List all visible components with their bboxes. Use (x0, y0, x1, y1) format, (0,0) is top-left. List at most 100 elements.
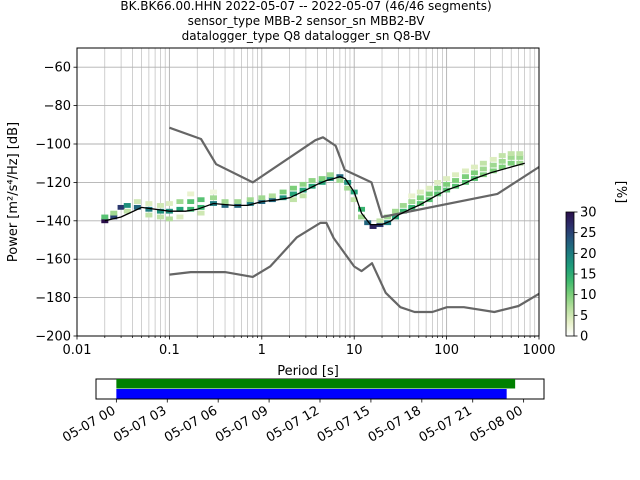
y-tick-label: −120 (35, 176, 71, 191)
heatmap-cell (101, 214, 109, 220)
heatmap-cell (489, 162, 497, 168)
heatmap-cell (187, 206, 195, 212)
heatmap-cell (350, 197, 358, 203)
timeline-tick-label: 05-07 18 (366, 403, 424, 445)
heatmap-cell (364, 220, 372, 226)
x-tick-label: 1000 (522, 343, 555, 358)
heatmap-cell (197, 197, 205, 203)
colorbar-tick-label: 15 (580, 268, 597, 283)
heatmap-cell (461, 168, 469, 174)
heatmap-cell (268, 193, 276, 199)
y-tick-label: −200 (35, 330, 71, 345)
heatmap-cell (470, 164, 478, 170)
heatmap-cell (507, 151, 515, 156)
y-tick-label: −60 (44, 61, 71, 76)
y-axis-label: Power [m²/s⁴/Hz] [dB] (6, 122, 21, 262)
heatmap-cell (308, 183, 316, 189)
heatmap-cell (489, 156, 497, 162)
heatmap-cell (498, 153, 506, 158)
heatmap-cell (425, 191, 433, 197)
plot-frame (76, 47, 540, 337)
heatmap-cell (165, 216, 173, 222)
timeline-tick-label: 05-07 06 (162, 403, 220, 445)
heatmap-cell (209, 189, 217, 195)
heatmap-cell (443, 176, 451, 181)
x-tick-label: 10 (346, 343, 363, 358)
heatmap-cell (498, 164, 506, 170)
axis-ticks: 0.01 0.1 1 10 100 1000 −60 −80 −100 −120 −140 −160 −… (35, 61, 555, 358)
y-tick-label: −180 (35, 291, 71, 306)
heatmap-cell (110, 210, 118, 216)
heatmap-cell (299, 187, 307, 193)
x-tick-label: 0.01 (63, 343, 92, 358)
heatmap-cell (221, 203, 229, 208)
heatmap-cell (452, 178, 460, 183)
plot-grid (76, 48, 539, 337)
chart-title-line-2: sensor_type MBB-2 sensor_sn MBB2-BV (188, 14, 426, 28)
heatmap-cell (133, 199, 141, 204)
heatmap-cell (425, 185, 433, 191)
heatmap-cell (344, 185, 352, 191)
heatmap-cell (376, 218, 384, 224)
heatmap-cell (246, 197, 254, 203)
heatmap-cell (479, 166, 487, 172)
heatmap-cell (408, 204, 416, 210)
heatmap-cell (479, 160, 487, 166)
heatmap-cell (289, 197, 297, 203)
heatmap-cell (452, 172, 460, 178)
heatmap-cell (279, 195, 287, 201)
heatmap-cell (145, 206, 153, 212)
heatmap-cell (187, 191, 195, 197)
heatmap-cell (156, 203, 164, 208)
heatmap-cell (234, 199, 242, 204)
heatmap-cell (470, 170, 478, 176)
heatmap-cell (489, 168, 497, 174)
heatmap-cell (434, 180, 442, 185)
colorbar-tick-label: 30 (580, 206, 597, 221)
timeline-bar (116, 389, 507, 399)
heatmap-cell (176, 199, 184, 204)
colorbar-tick-label: 5 (580, 309, 588, 324)
mode-line-path (104, 162, 525, 226)
heatmap-cell (516, 151, 524, 156)
heatmap-cell (416, 195, 424, 201)
heatmap-cell (392, 208, 400, 214)
heatmap-cell (318, 176, 326, 181)
heatmap-cell (326, 172, 334, 178)
heatmap-cell (308, 178, 316, 183)
heatmap-cell (279, 189, 287, 195)
heatmap-cell (165, 201, 173, 206)
timeline-tick-label: 05-07 00 (60, 403, 118, 445)
heatmap-cell (268, 197, 276, 203)
colorbar-tick-label: 0 (580, 330, 588, 345)
colorbar-tick-label: 20 (580, 247, 597, 262)
heatmap-cell (369, 224, 377, 229)
heatmap-cell (408, 199, 416, 204)
heatmap-cell (443, 181, 451, 187)
colorbar-tick-label: 25 (580, 226, 597, 241)
heatmap-cell (258, 195, 266, 201)
chart-title-line-1: BK.BK66.00.HHN 2022-05-07 -- 2022-05-07 … (120, 0, 491, 13)
heatmap-cell (434, 185, 442, 191)
heatmap-cell (399, 208, 407, 214)
heatmap-cell (123, 203, 131, 208)
nlnm-line (169, 221, 540, 314)
timeline-tick-label: 05-07 21 (417, 403, 475, 445)
colorbar-ticks: 0 5 10 15 20 25 30 (574, 206, 597, 345)
heatmap-cell (408, 193, 416, 199)
heatmap-cell (156, 208, 164, 214)
heatmap-cell (110, 214, 118, 220)
x-tick-label: 100 (434, 343, 459, 358)
heatmap-cell (416, 201, 424, 206)
x-tick-label: 1 (258, 343, 266, 358)
heatmap-cell (461, 174, 469, 180)
heatmap-cell (507, 155, 515, 160)
timeline-tick-label: 05-07 09 (213, 403, 271, 445)
y-tick-label: −80 (44, 99, 71, 114)
heatmap-cell (399, 203, 407, 208)
heatmap-cell (117, 204, 125, 210)
heatmap-cell (516, 160, 524, 166)
heatmap-cell (289, 191, 297, 197)
